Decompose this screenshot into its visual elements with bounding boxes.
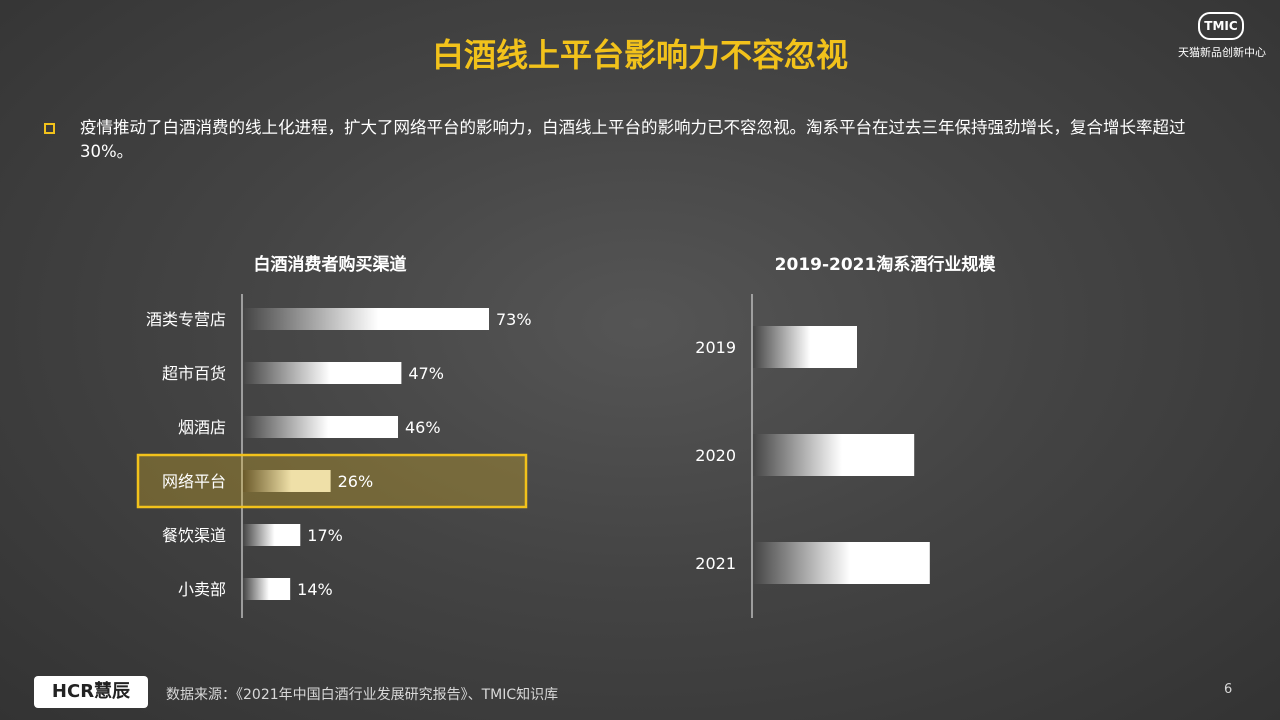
tmic-logo-subtitle: 天猫新品创新中心 [1178,46,1266,59]
scale-bar-chart: 2019 2020 2021 [695,294,930,618]
value-label: 46% [405,418,441,437]
tmic-logo: TMIC 天猫新品创新中心 [1176,10,1268,62]
bar [243,578,291,600]
scale-chart-title: 2019-2021淘系酒行业规模 [774,255,996,275]
bar [753,434,915,476]
channel-bar-chart: 酒类专营店 73% 超市百货 47% 烟酒店 46% 网络平台 26% 餐饮渠道 17% 小卖部 14… [136,294,532,618]
category-label: 网络平台 [162,472,226,491]
bar [243,416,399,438]
value-label: 47% [408,364,444,383]
value-label: 17% [307,526,343,545]
bar [243,308,489,330]
value-label: 14% [297,580,333,599]
category-label: 餐饮渠道 [162,526,226,545]
page-title: 白酒线上平台影响力不容忽视 [431,36,848,74]
category-label: 酒类专营店 [146,310,226,329]
channel-chart-title: 白酒消费者购买渠道 [253,255,407,275]
data-source: 数据来源：《2021年中国白酒行业发展研究报告》、TMIC知识库 [166,687,559,703]
year-label: 2021 [695,554,736,573]
highlight-box [136,453,528,509]
hcr-logo: HCR慧辰 [34,676,148,708]
page-number: 6 [1224,682,1233,697]
summary-text: 疫情推动了白酒消费的线上化进程，扩大了网络平台的影响力，白酒线上平台的影响力已不… [80,118,1186,161]
bullet-square-icon [44,123,55,134]
category-label: 小卖部 [178,580,226,599]
bar [243,470,331,492]
bar [753,326,857,368]
category-label: 超市百货 [162,364,226,383]
year-label: 2020 [695,446,736,465]
category-label: 烟酒店 [178,418,226,437]
value-label: 26% [338,472,374,491]
bar [243,524,301,546]
tmic-logo-mark: TMIC [1198,12,1244,40]
year-label: 2019 [695,338,736,357]
value-label: 73% [496,310,532,329]
bar [243,362,402,384]
bar [753,542,930,584]
